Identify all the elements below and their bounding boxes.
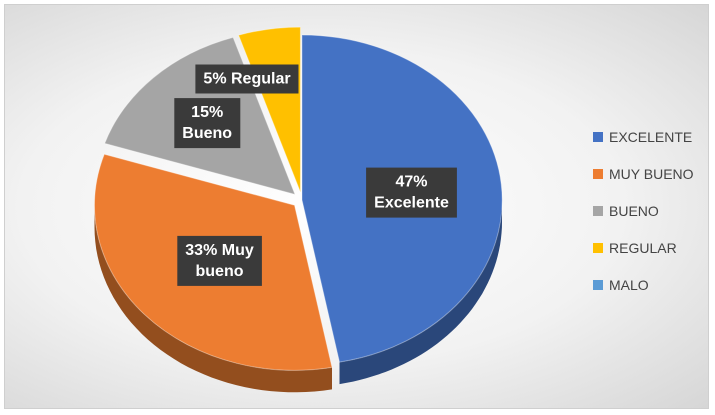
legend-swatch: [593, 205, 603, 216]
legend-label: BUENO: [609, 202, 659, 219]
legend-label: MALO: [609, 276, 649, 293]
svg-text:5% Regular: 5% Regular: [203, 71, 290, 88]
data-label-excelente: 47% Excelente: [366, 167, 457, 218]
legend-swatch: [593, 131, 603, 142]
legend-item-excelente: EXCELENTE: [593, 127, 708, 146]
data-label-muy-bueno: 33% Muy bueno: [177, 235, 262, 286]
chart-frame: 47% Excelente 33% Muy bueno 15% Bueno 5% Regul…: [4, 4, 709, 409]
pie-chart: 47% Excelente 33% Muy bueno 15% Bueno 5% Regul…: [94, 26, 503, 393]
data-label-regular: 5% Regular: [195, 64, 299, 94]
svg-text:15%Bueno: 15% Bueno: [182, 104, 232, 142]
legend-swatch: [593, 168, 603, 179]
legend-item-muy-bueno: MUY BUENO: [593, 164, 708, 183]
legend-swatch: [593, 242, 603, 253]
pie-side-excelente: [339, 200, 502, 385]
legend-item-malo: MALO: [593, 275, 708, 294]
legend: EXCELENTE MUY BUENO BUENO REGULAR MALO: [593, 127, 708, 312]
legend-label: REGULAR: [609, 239, 677, 256]
legend-swatch: [593, 279, 603, 290]
legend-label: MUY BUENO: [609, 165, 694, 182]
legend-item-regular: REGULAR: [593, 238, 708, 257]
legend-label: EXCELENTE: [609, 128, 693, 145]
pie-side-muy-bueno: [94, 205, 332, 393]
svg-text:47%Excelente: 47% Excelente: [374, 174, 449, 212]
data-label-bueno: 15% Bueno: [174, 98, 241, 149]
legend-item-bueno: BUENO: [593, 201, 708, 220]
